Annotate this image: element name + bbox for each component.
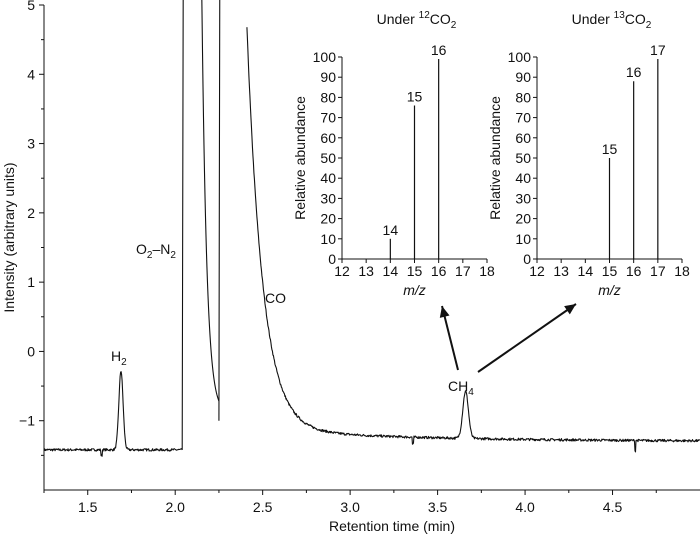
inset-x-tick-label: 14 (578, 263, 594, 279)
peak-label-sub: 2 (121, 357, 127, 368)
peak-label-sub: 2 (147, 250, 153, 261)
inset-y-tick-label: 100 (313, 49, 337, 65)
inset-x-tick-label: 13 (358, 263, 374, 279)
peak-label-ch4: CH4 (448, 378, 474, 398)
spectrum-bar-label: 15 (407, 88, 423, 104)
inset-y-tick-label: 0 (523, 251, 531, 267)
inset-y-tick-label: 70 (515, 110, 531, 126)
peak-label-text: CH (448, 378, 468, 394)
inset-y-tick-label: 0 (328, 251, 336, 267)
inset-y-tick-label: 100 (508, 49, 532, 65)
inset-y-tick-label: 50 (320, 150, 336, 166)
y-tick-label: 2 (27, 205, 35, 221)
peak-label-co: CO (265, 290, 286, 306)
inset-y-tick-label: 80 (320, 89, 336, 105)
peak-label-o2-n2: O2–N2 (136, 241, 176, 261)
inset-x-tick-label: 12 (334, 263, 350, 279)
x-tick-label: 2.5 (253, 499, 273, 515)
trace-co-rise (218, 0, 221, 421)
inset-y-tick-label: 50 (515, 150, 531, 166)
arrow-to-12co2-head (439, 306, 450, 318)
inset-x-tick-label: 17 (455, 263, 471, 279)
inset-title-sub: 2 (646, 20, 652, 31)
inset-y-axis-label: Relative abundance (292, 96, 308, 220)
trace-co-tail-ch4 (246, 27, 700, 453)
inset-x-tick-label: 15 (407, 263, 423, 279)
inset-y-tick-label: 90 (515, 69, 531, 85)
inset-title-sup: 13 (614, 10, 626, 21)
inset-y-tick-label: 60 (320, 130, 336, 146)
x-tick-label: 2.0 (165, 499, 185, 515)
inset-y-tick-label: 30 (515, 190, 531, 206)
inset-x-tick-label: 18 (674, 263, 690, 279)
peak-label-sub: 4 (468, 387, 474, 398)
inset-title-text: Under (377, 11, 419, 27)
inset-x-tick-label: 16 (626, 263, 642, 279)
inset-x-tick-label: 18 (479, 263, 495, 279)
x-tick-label: 4.5 (603, 499, 623, 515)
inset-y-tick-label: 10 (515, 231, 531, 247)
peak-label-text: O (136, 241, 147, 257)
x-tick-label: 3.0 (340, 499, 360, 515)
inset-title-sup: 12 (419, 10, 431, 21)
inset-y-tick-label: 20 (320, 211, 336, 227)
x-axis-label: Retention time (min) (329, 518, 455, 534)
inset-title-sub: 2 (451, 20, 457, 31)
trace-baseline-h2 (43, 371, 183, 457)
x-tick-label: 3.5 (428, 499, 448, 515)
peak-label-text: H (111, 348, 121, 364)
y-tick-label: −1 (19, 413, 35, 429)
y-tick-label: 4 (27, 66, 35, 82)
y-tick-label: 1 (27, 274, 35, 290)
x-tick-label: 4.0 (515, 499, 535, 515)
spectrum-bar-label: 16 (431, 42, 447, 58)
mass-spectrum-12co2: 0 10 20 30 40 50 60 70 80 90 100 12 13 14 15 16 17 18 m/z R… (292, 10, 495, 298)
inset-y-tick-label: 90 (320, 69, 336, 85)
trace-o2-tail (201, 0, 220, 402)
inset-title: Under 13CO2 (572, 10, 652, 31)
y-tick-label: 0 (27, 343, 35, 359)
inset-y-axis-label: Relative abundance (487, 96, 503, 220)
inset-y-tick-label: 40 (515, 170, 531, 186)
inset-y-tick-label: 20 (515, 211, 531, 227)
spectrum-bar-label: 16 (626, 64, 642, 80)
peak-label-text: CO (265, 290, 286, 306)
inset-y-tick-label: 10 (320, 231, 336, 247)
spectrum-bar-label: 17 (650, 42, 666, 58)
inset-x-axis-label: m/z (403, 282, 426, 298)
inset-x-tick-label: 13 (553, 263, 569, 279)
arrow-to-13co2-head (564, 304, 576, 315)
peak-label-text: –N (152, 241, 170, 257)
y-tick-label: 3 (27, 136, 35, 152)
inset-title: Under 12CO2 (377, 10, 457, 31)
inset-x-tick-label: 17 (650, 263, 666, 279)
x-tick-label: 1.5 (78, 499, 98, 515)
peak-label-h2: H2 (111, 348, 127, 368)
trace-o2-rise (181, 0, 184, 450)
inset-x-tick-label: 14 (383, 263, 399, 279)
arrow-to-13co2 (477, 303, 577, 373)
inset-x-axis-label: m/z (598, 282, 621, 298)
inset-x-tick-label: 15 (602, 263, 618, 279)
peak-label-sub: 2 (170, 250, 176, 261)
spectrum-bar-label: 15 (602, 141, 618, 157)
inset-y-tick-label: 30 (320, 190, 336, 206)
inset-title-text: CO (430, 11, 451, 27)
arrows (439, 303, 577, 373)
inset-y-tick-label: 60 (515, 130, 531, 146)
inset-title-text: Under (572, 11, 614, 27)
inset-x-tick-label: 16 (431, 263, 447, 279)
y-tick-label: 5 (27, 0, 35, 13)
inset-y-tick-label: 80 (515, 89, 531, 105)
inset-x-tick-label: 12 (529, 263, 545, 279)
inset-y-tick-label: 70 (320, 110, 336, 126)
spectrum-bar-label: 14 (383, 222, 399, 238)
y-axis-label: Intensity (arbitrary units) (1, 162, 17, 312)
mass-spectrum-13co2: 0 10 20 30 40 50 60 70 80 90 100 12 13 14 15 16 17 18 m/z R… (487, 10, 690, 298)
inset-title-text: CO (625, 11, 646, 27)
inset-y-tick-label: 40 (320, 170, 336, 186)
